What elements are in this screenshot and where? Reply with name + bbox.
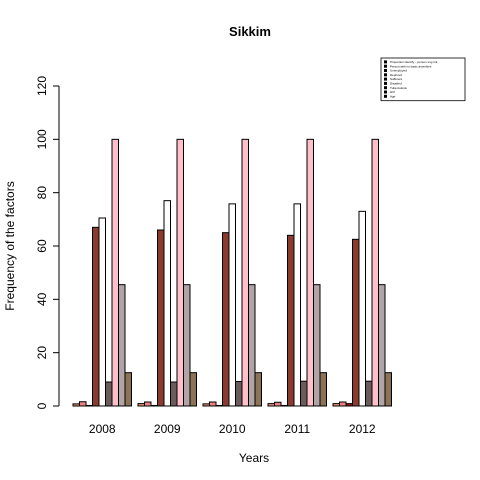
bar: [111, 138, 119, 407]
legend-swatch: [384, 86, 387, 90]
bar: [118, 284, 126, 407]
bar: [144, 401, 152, 407]
y-tick-label: 100: [35, 129, 49, 149]
x-tick-label: 2010: [219, 422, 246, 436]
bar: [92, 226, 100, 407]
y-tick-label: 0: [35, 402, 49, 409]
bar: [228, 203, 236, 407]
legend-label: Disabled: [390, 82, 402, 86]
x-tick-label: 2009: [154, 422, 181, 436]
y-axis-label: Frequency of the factors: [3, 181, 17, 310]
y-tick-label: 120: [35, 76, 49, 96]
bar: [79, 401, 87, 407]
x-tick-label: 2011: [284, 422, 310, 436]
bar: [189, 372, 197, 407]
bar: [183, 284, 191, 407]
legend-label: Tuberculosis: [390, 86, 407, 90]
bar: [163, 200, 171, 407]
legend-swatch: [384, 77, 387, 81]
bar: [248, 284, 256, 407]
y-tick-label: 20: [35, 346, 49, 360]
bar: [352, 238, 360, 407]
legend-label: Deprived: [390, 73, 402, 77]
legend-label: Unemployed: [390, 69, 407, 73]
bar: [332, 403, 340, 407]
x-tick-label: 2012: [349, 422, 376, 436]
legend-label: Age: [390, 94, 396, 98]
bar: [235, 380, 243, 407]
legend-swatch: [384, 94, 387, 98]
legend-swatch: [384, 64, 387, 68]
bar: [293, 203, 301, 407]
bar: [287, 234, 295, 407]
bar: [300, 380, 308, 407]
bars: [72, 138, 392, 407]
bar: [267, 403, 275, 407]
bar: [105, 381, 113, 407]
bar: [222, 232, 230, 407]
y-tick-label: 60: [35, 239, 49, 253]
legend: Proportion identify ...person sng rintPe…: [380, 57, 466, 102]
bar: [313, 284, 321, 407]
bar: [124, 372, 132, 407]
x-tick-label: 2008: [89, 422, 116, 436]
y-tick-label: 40: [35, 292, 49, 306]
bar: [85, 404, 93, 407]
bar: [371, 138, 379, 407]
bar: [345, 403, 353, 407]
bar: [358, 210, 366, 407]
legend-box: [380, 57, 466, 102]
bar: [137, 403, 145, 407]
y-axis: 0 20 40 60 80 100 120: [35, 76, 60, 409]
legend-swatch: [384, 73, 387, 77]
bar: [157, 229, 165, 407]
legend-label: Person with no basic amenities: [390, 64, 432, 68]
bar: [319, 372, 327, 407]
bar: [378, 284, 386, 407]
bar: [72, 403, 80, 407]
bar: [241, 138, 249, 407]
bar: [280, 404, 288, 407]
x-axis: 2008 2009 2010 2011 2012: [89, 422, 376, 436]
legend-label: Sufferers: [390, 77, 403, 81]
legend-swatch: [384, 60, 387, 64]
bar: [365, 380, 373, 407]
y-tick-label: 80: [35, 186, 49, 200]
bar: [306, 138, 314, 407]
chart-title: Sikkim: [229, 24, 271, 39]
legend-label: HIV: [390, 90, 395, 94]
legend-swatch: [384, 81, 387, 85]
legend-swatch: [384, 90, 387, 94]
bar: [215, 404, 223, 407]
bar: [170, 381, 178, 407]
bar: [209, 401, 217, 407]
bar: [98, 217, 106, 407]
bar: [254, 372, 262, 407]
bar: [339, 401, 347, 407]
bar: [150, 404, 158, 407]
bar: [384, 372, 392, 407]
bar: [176, 138, 184, 407]
legend-swatch: [384, 69, 387, 72]
bar: [274, 401, 282, 407]
bar: [202, 403, 210, 407]
legend-label: Proportion identify ...person sng rint: [390, 60, 438, 64]
x-axis-label: Years: [239, 451, 269, 465]
